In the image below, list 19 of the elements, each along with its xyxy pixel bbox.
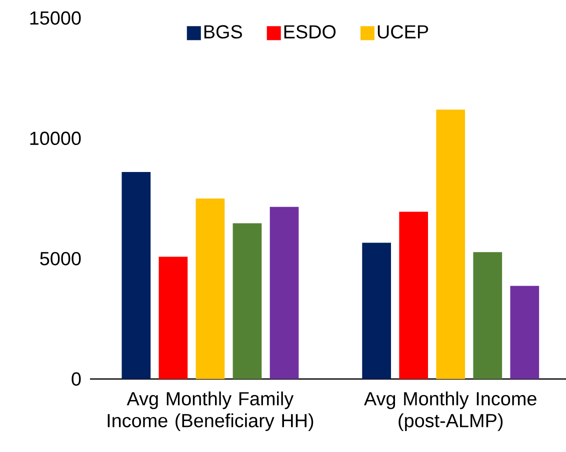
legend-label: ESDO — [284, 25, 336, 39]
bar — [196, 198, 225, 379]
x-tick-label: Avg Monthly Income (post-ALMP) — [364, 391, 536, 432]
y-tick-label: 5000 — [40, 252, 81, 266]
bar — [122, 172, 151, 379]
bar — [362, 242, 391, 379]
y-tick-label: 0 — [72, 372, 81, 386]
bar — [436, 110, 466, 379]
bar — [510, 286, 540, 379]
legend-label: UCEP — [378, 25, 428, 39]
x-tick-label: Avg Monthly Family Income (Beneficiary HH) — [108, 391, 314, 432]
bar — [399, 212, 428, 379]
legend-label: BGS — [204, 25, 242, 39]
bar — [158, 256, 188, 379]
bar — [270, 206, 299, 379]
bar — [473, 252, 502, 379]
y-tick-label: 10000 — [30, 132, 81, 146]
bar — [232, 223, 262, 379]
y-tick-label: 15000 — [30, 11, 81, 25]
